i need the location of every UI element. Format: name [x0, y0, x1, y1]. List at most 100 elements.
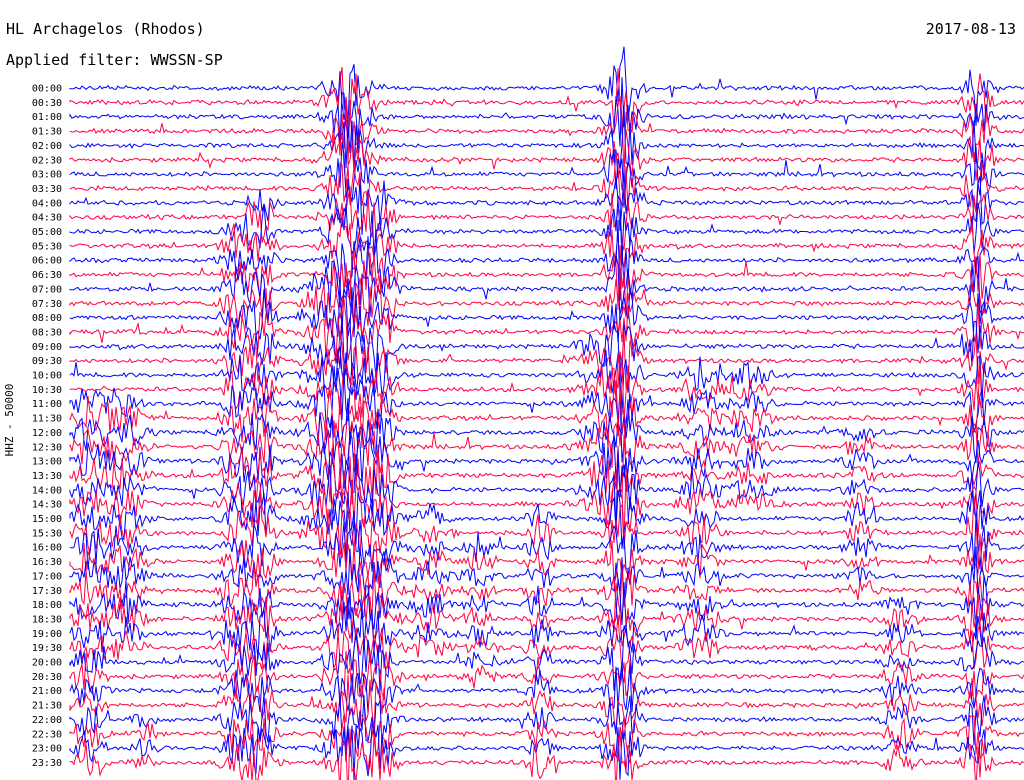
trace-08:30 [69, 298, 1024, 362]
trace-19:30 [69, 615, 1024, 683]
trace-15:00 [69, 490, 1024, 549]
trace-02:00 [69, 106, 1024, 179]
trace-10:00 [69, 346, 1024, 415]
trace-17:00 [69, 546, 1024, 605]
trace-04:00 [69, 170, 1024, 235]
row-label: 17:30 [32, 586, 62, 597]
row-label: 01:00 [32, 112, 62, 123]
y-axis-label: HHZ - 50000 [3, 383, 16, 457]
row-label: 16:30 [32, 557, 62, 568]
row-label: 18:00 [32, 600, 62, 611]
row-label: 15:00 [32, 514, 62, 525]
row-label: 00:00 [32, 84, 62, 95]
trace-03:30 [69, 153, 1024, 213]
row-label: 14:30 [32, 500, 62, 511]
row-label: 02:30 [32, 155, 62, 166]
trace-14:30 [69, 473, 1024, 540]
row-label: 20:30 [32, 672, 62, 683]
row-label: 02:00 [32, 141, 62, 152]
trace-21:30 [69, 670, 1024, 732]
trace-07:00 [69, 255, 1024, 322]
row-label: 12:00 [32, 428, 62, 439]
row-label: 00:30 [32, 98, 62, 109]
row-label: 04:00 [32, 198, 62, 209]
trace-18:00 [69, 574, 1024, 643]
row-label: 03:00 [32, 170, 62, 181]
trace-11:30 [69, 381, 1024, 457]
row-label: 23:00 [32, 744, 62, 755]
trace-11:00 [69, 366, 1024, 439]
row-label: 13:00 [32, 457, 62, 468]
trace-03:00 [69, 141, 1024, 208]
trace-08:00 [69, 280, 1024, 343]
trace-04:30 [69, 186, 1024, 251]
row-label: 17:00 [32, 571, 62, 582]
row-label: 20:00 [32, 658, 62, 669]
trace-01:30 [69, 95, 1024, 176]
trace-13:30 [69, 434, 1024, 508]
trace-12:00 [69, 392, 1024, 464]
trace-18:30 [69, 582, 1024, 647]
row-label: 05:30 [32, 241, 62, 252]
row-label: 12:30 [32, 442, 62, 453]
filter-label: Applied filter: WWSSN-SP [6, 51, 223, 69]
trace-13:00 [69, 431, 1024, 495]
row-label: 15:30 [32, 528, 62, 539]
trace-20:00 [69, 625, 1024, 694]
row-label: 06:30 [32, 270, 62, 281]
row-label: 01:30 [32, 127, 62, 138]
row-label: 09:00 [32, 342, 62, 353]
row-label: 19:30 [32, 643, 62, 654]
trace-layer [69, 46, 1024, 780]
row-label: 23:30 [32, 758, 62, 769]
trace-01:00 [69, 77, 1024, 147]
trace-22:00 [69, 693, 1024, 747]
row-label: 21:00 [32, 686, 62, 697]
row-label: 07:00 [32, 284, 62, 295]
trace-17:30 [69, 565, 1024, 625]
trace-09:00 [69, 316, 1024, 395]
row-label: 06:00 [32, 256, 62, 267]
record-date: 2017-08-13 [925, 20, 1016, 38]
row-label: 14:00 [32, 485, 62, 496]
row-label: 08:00 [32, 313, 62, 324]
trace-00:00 [69, 46, 1024, 126]
trace-00:30 [69, 66, 1024, 136]
row-label: 16:00 [32, 543, 62, 554]
row-label: 21:30 [32, 701, 62, 712]
trace-10:30 [69, 352, 1024, 421]
row-label: 22:00 [32, 715, 62, 726]
row-label: 05:00 [32, 227, 62, 238]
trace-02:30 [69, 129, 1024, 191]
trace-14:00 [69, 450, 1024, 530]
row-label: 10:00 [32, 371, 62, 382]
trace-05:30 [69, 212, 1024, 275]
trace-06:00 [69, 219, 1024, 301]
trace-15:30 [69, 490, 1024, 569]
station-title: HL Archagelos (Rhodos) [6, 20, 205, 38]
trace-16:00 [69, 510, 1024, 572]
row-label-layer: 00:00 00:30 01:00 01:30 02:00 02:30 03:00 03:30… [32, 84, 62, 769]
row-label: 22:30 [32, 729, 62, 740]
trace-06:30 [69, 245, 1024, 317]
row-label: 07:30 [32, 299, 62, 310]
trace-07:30 [69, 270, 1024, 327]
trace-05:00 [69, 195, 1024, 265]
trace-23:00 [69, 723, 1024, 780]
row-label: 04:30 [32, 213, 62, 224]
row-label: 11:30 [32, 414, 62, 425]
row-label: 13:30 [32, 471, 62, 482]
trace-19:00 [69, 596, 1024, 659]
trace-20:30 [69, 650, 1024, 709]
trace-21:00 [69, 662, 1024, 713]
row-label: 19:00 [32, 629, 62, 640]
row-label: 18:30 [32, 614, 62, 625]
row-label: 09:30 [32, 356, 62, 367]
trace-09:30 [69, 330, 1024, 395]
trace-23:30 [69, 728, 1024, 780]
row-label: 08:30 [32, 327, 62, 338]
trace-12:30 [69, 386, 1024, 474]
row-label: 03:30 [32, 184, 62, 195]
row-label: 10:30 [32, 385, 62, 396]
